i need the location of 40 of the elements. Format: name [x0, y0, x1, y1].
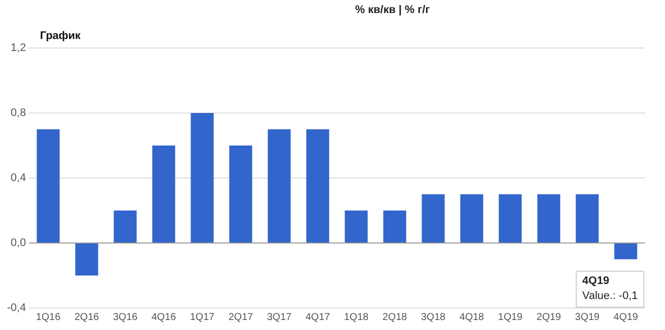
- bar: [383, 210, 406, 242]
- bar: [229, 146, 252, 242]
- bar: [344, 210, 368, 242]
- bar: [537, 194, 560, 242]
- bar: [422, 194, 445, 242]
- bar: [36, 129, 60, 242]
- bar: [614, 244, 638, 260]
- x-tick-label: 2Q16: [74, 312, 100, 323]
- y-tick-label: -0,4: [6, 302, 26, 314]
- bar: [498, 194, 522, 242]
- bar: [306, 129, 330, 242]
- x-tick-label: 1Q17: [190, 312, 215, 323]
- chart-subtitle: % кв/кв | % г/г: [354, 4, 431, 16]
- x-tick-label: 3Q18: [421, 312, 446, 323]
- x-tick-label: 4Q18: [460, 312, 484, 323]
- bar: [152, 146, 176, 242]
- y-tick-label: 0,4: [10, 172, 26, 184]
- x-tick-label: 1Q16: [36, 312, 61, 323]
- x-tick-label: 4Q19: [614, 312, 638, 323]
- x-tick-label: 1Q18: [344, 312, 369, 323]
- x-tick-label: 4Q16: [151, 312, 176, 323]
- annotation: 4Q19 Value.: -0,1: [582, 274, 638, 302]
- x-tick-label: 1Q19: [498, 312, 523, 323]
- bar: [576, 194, 599, 242]
- y-tick-label: 0,0: [10, 237, 26, 250]
- y-tick-label: 1,2: [10, 42, 26, 54]
- bar: [114, 210, 137, 242]
- bar: [75, 244, 98, 276]
- x-tick-label: 3Q17: [266, 312, 292, 323]
- x-tick-label: 2Q17: [228, 312, 254, 323]
- chart-title: График: [40, 30, 81, 42]
- x-tick-label: 2Q19: [536, 312, 562, 323]
- y-tick-label: 0,8: [10, 107, 26, 120]
- x-tick-label: 2Q18: [382, 312, 408, 323]
- bar: [268, 129, 291, 242]
- x-tick-label: 3Q19: [575, 312, 600, 323]
- x-tick-label: 4Q17: [305, 312, 330, 323]
- bar: [190, 113, 214, 242]
- bar: [460, 194, 484, 242]
- x-tick-label: 3Q16: [112, 312, 138, 323]
